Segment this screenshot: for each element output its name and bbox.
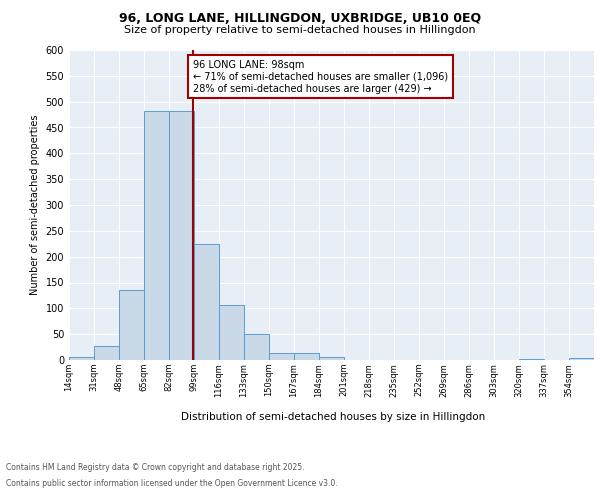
Text: Distribution of semi-detached houses by size in Hillingdon: Distribution of semi-detached houses by … — [181, 412, 485, 422]
Bar — [219, 305, 244, 360]
Bar — [319, 358, 344, 360]
Text: 96, LONG LANE, HILLINGDON, UXBRIDGE, UB10 0EQ: 96, LONG LANE, HILLINGDON, UXBRIDGE, UB1… — [119, 12, 481, 26]
Bar — [294, 354, 319, 360]
Bar — [194, 244, 219, 360]
Text: Contains public sector information licensed under the Open Government Licence v3: Contains public sector information licen… — [6, 478, 338, 488]
Text: Contains HM Land Registry data © Crown copyright and database right 2025.: Contains HM Land Registry data © Crown c… — [6, 464, 305, 472]
Bar — [244, 334, 269, 360]
Bar — [94, 346, 119, 360]
Bar — [519, 359, 544, 360]
Bar — [169, 111, 194, 360]
Y-axis label: Number of semi-detached properties: Number of semi-detached properties — [30, 115, 40, 295]
Bar — [144, 111, 169, 360]
Bar — [269, 353, 294, 360]
Bar — [119, 290, 144, 360]
Text: Size of property relative to semi-detached houses in Hillingdon: Size of property relative to semi-detach… — [124, 25, 476, 35]
Text: 96 LONG LANE: 98sqm
← 71% of semi-detached houses are smaller (1,096)
28% of sem: 96 LONG LANE: 98sqm ← 71% of semi-detach… — [193, 60, 448, 94]
Bar — [69, 358, 94, 360]
Bar — [569, 358, 594, 360]
